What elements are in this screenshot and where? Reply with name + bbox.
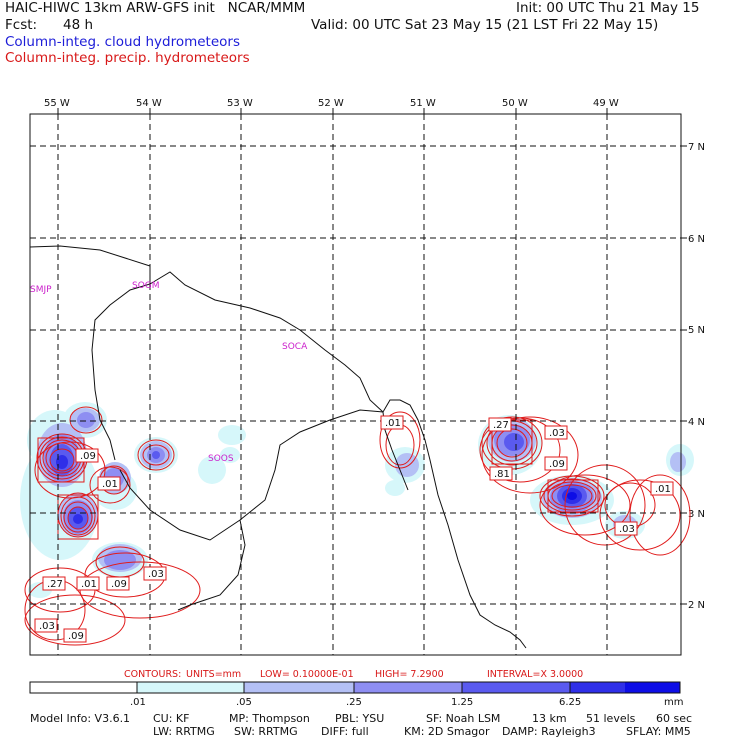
contour-label-box: .03 — [143, 566, 167, 581]
lon-label: 52 W — [318, 98, 344, 109]
contour-info-low: LOW= 0.10000E-01 — [260, 669, 354, 680]
contour-label: .01 — [385, 418, 401, 429]
contour-label: .09 — [111, 579, 127, 590]
colorbar-tick: 6.25 — [559, 697, 581, 708]
model-info-km: KM: 2D Smagor — [404, 725, 490, 738]
colorbar-tick: .01 — [130, 697, 146, 708]
contour-label-box: .03 — [544, 425, 568, 440]
contour-label-box: .03 — [614, 521, 638, 536]
contour-label: .81 — [494, 469, 510, 480]
contour-label: .03 — [619, 524, 635, 535]
contour-label-box: .01 — [76, 576, 100, 591]
model-info-mp: MP: Thompson — [229, 712, 310, 725]
lon-label: 54 W — [136, 98, 162, 109]
colorbar-tick: .05 — [236, 697, 252, 708]
lon-label: 50 W — [502, 98, 528, 109]
model-info-pbl: PBL: YSU — [335, 712, 385, 725]
latitude-labels: 7 N 6 N 5 N 4 N 3 N 2 N — [688, 142, 705, 611]
station-labels: SMJP SOGM SOCA SOOS — [30, 281, 308, 464]
lat-label: 7 N — [688, 142, 705, 153]
model-info-cu: CU: KF — [153, 712, 190, 725]
contour-label-box: .09 — [544, 456, 568, 471]
coastline — [29, 245, 527, 649]
lon-label: 51 W — [410, 98, 436, 109]
model-info-version: Model Info: V3.6.1 — [30, 712, 131, 725]
model-info-lw: LW: RRTMG — [153, 725, 215, 738]
model-info-diff: DIFF: full — [321, 725, 369, 738]
station-label: SOOS — [208, 454, 234, 464]
init-time: Init: 00 UTC Thu 21 May 15 — [516, 0, 700, 16]
model-info-resolution: 13 km — [532, 712, 567, 725]
contour-info-interval: INTERVAL=X 3.0000 — [487, 669, 583, 680]
contour-label: .03 — [549, 428, 565, 439]
station-label: SMJP — [30, 285, 52, 295]
contour-label-box: .03 — [34, 618, 58, 633]
contour-label: .03 — [148, 569, 164, 580]
station-label: SOCA — [282, 342, 308, 352]
colorbar-unit: mm — [664, 697, 683, 708]
contour-info-label: CONTOURS: — [124, 669, 181, 680]
colorbar-tick: 1.25 — [451, 697, 473, 708]
valid-time: Valid: 00 UTC Sat 23 May 15 (21 LST Fri … — [311, 17, 659, 33]
lat-label: 3 N — [688, 509, 705, 520]
legend-cloud-hydrometeors: Column-integ. cloud hydrometeors — [5, 34, 241, 50]
contour-label: .09 — [80, 451, 96, 462]
longitude-labels: 55 W 54 W 53 W 52 W 51 W 50 W 49 W — [44, 98, 619, 109]
contour-label: .01 — [102, 479, 118, 490]
precip-hydrometeor-contours — [24, 406, 691, 646]
lat-label: 4 N — [688, 417, 705, 428]
lat-label: 5 N — [688, 325, 705, 336]
forecast-hour: 48 h — [63, 17, 94, 33]
model-info-sflay: SFLAY: MM5 — [626, 725, 691, 738]
contour-label-box: .27 — [488, 417, 512, 432]
contour-label-box: .27 — [42, 576, 66, 591]
model-info-damp: DAMP: Rayleigh3 — [502, 725, 596, 738]
contour-label: .01 — [655, 484, 671, 495]
contour-label-box — [582, 482, 600, 495]
lon-label: 55 W — [44, 98, 70, 109]
contour-info-high: HIGH= 7.2900 — [375, 669, 444, 680]
lon-label: 53 W — [227, 98, 253, 109]
colorbar: .01 .05 .25 1.25 6.25 mm — [29, 681, 683, 708]
lon-label: 49 W — [593, 98, 619, 109]
contour-label: .27 — [493, 420, 509, 431]
contour-value-labels: .01 .27 .03 .09 .81 .03 .09 .01 .03 .01 … — [34, 415, 674, 643]
contour-label: .03 — [39, 621, 55, 632]
contour-label: .27 — [47, 579, 63, 590]
contour-info: CONTOURS: UNITS=mm LOW= 0.10000E-01 HIGH… — [124, 669, 583, 680]
contour-label-box: .09 — [63, 628, 87, 643]
contour-label-box: .01 — [650, 481, 674, 496]
station-label: SOGM — [132, 281, 160, 291]
lat-label: 6 N — [688, 234, 705, 245]
contour-label-box: .09 — [75, 448, 99, 463]
contour-label-box: .09 — [106, 576, 130, 591]
model-info-timestep: 60 sec — [656, 712, 693, 725]
contour-label: .01 — [81, 579, 97, 590]
forecast-label: Fcst: — [5, 17, 38, 33]
contour-label-box: .01 — [97, 476, 121, 491]
model-info-sf: SF: Noah LSM — [426, 712, 501, 725]
contour-label: .09 — [549, 459, 565, 470]
map-frame — [29, 113, 682, 656]
legend-precip-hydrometeors: Column-integ. precip. hydrometeors — [5, 50, 250, 66]
contour-info-units: UNITS=mm — [186, 669, 241, 680]
contour-label-box: .81 — [489, 466, 513, 481]
map-title: HAIC-HIWC 13km ARW-GFS init NCAR/MMM — [5, 0, 306, 16]
contour-label: .09 — [68, 631, 84, 642]
model-info-levels: 51 levels — [586, 712, 636, 725]
model-info-sw: SW: RRTMG — [234, 725, 298, 738]
lat-lon-grid — [30, 114, 681, 655]
contour-label-box: .01 — [380, 415, 404, 430]
lat-label: 2 N — [688, 600, 705, 611]
colorbar-tick: .25 — [346, 697, 362, 708]
axis-ticks — [57, 108, 687, 605]
